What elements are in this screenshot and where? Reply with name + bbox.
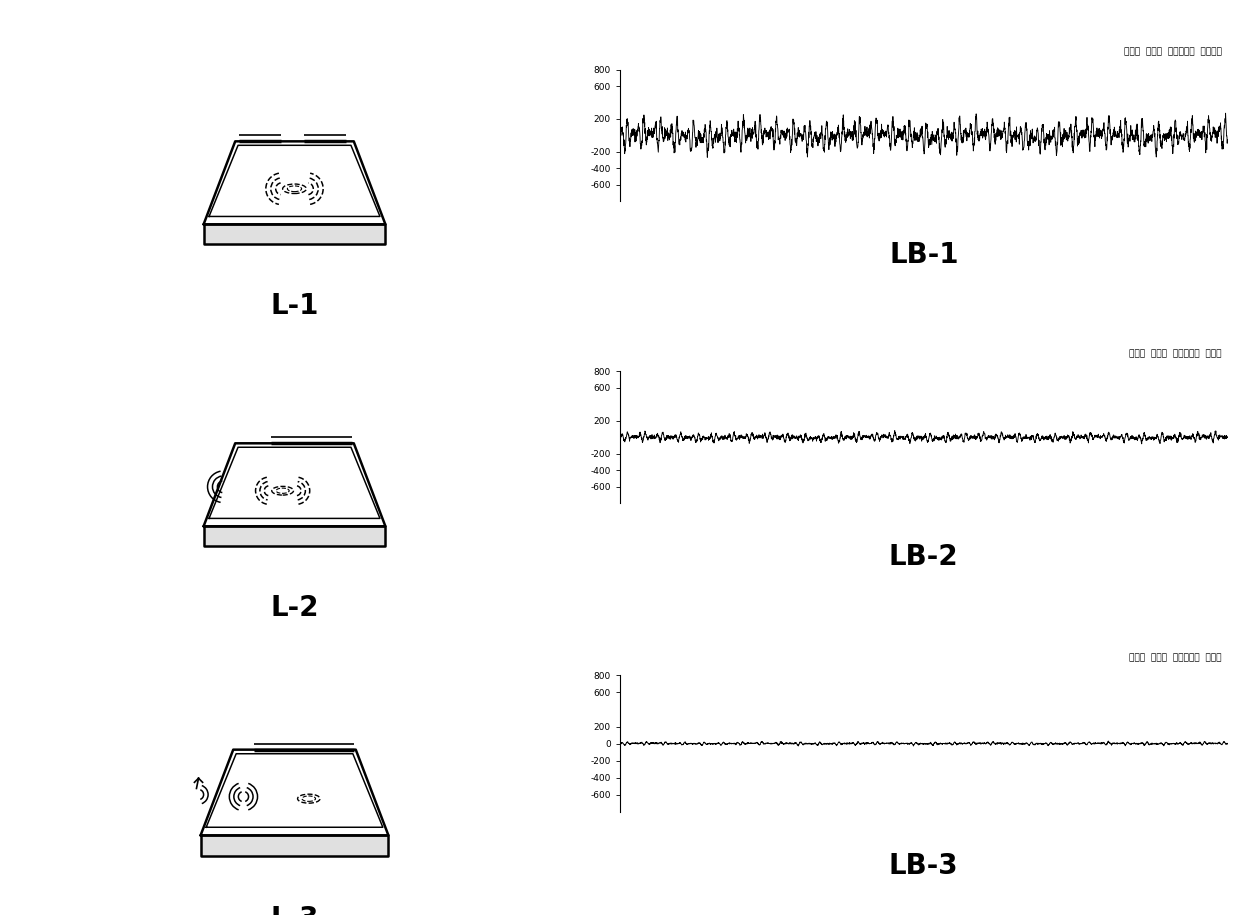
- Text: 心跳道  呼吸道  呼吸幅时比  心跳幅能: 心跳道 呼吸道 呼吸幅时比 心跳幅能: [1123, 48, 1221, 57]
- Polygon shape: [203, 526, 386, 546]
- Polygon shape: [203, 141, 386, 224]
- Text: LB-3: LB-3: [889, 853, 959, 880]
- Text: 心跳道  声场道  呼吸幅时比  心跳距: 心跳道 声场道 呼吸幅时比 心跳距: [1130, 350, 1221, 359]
- Text: L-2: L-2: [270, 594, 319, 621]
- Text: LB-1: LB-1: [889, 241, 959, 269]
- Polygon shape: [203, 443, 386, 526]
- Text: L-1: L-1: [270, 292, 319, 319]
- Polygon shape: [203, 224, 386, 244]
- Polygon shape: [201, 749, 388, 835]
- Polygon shape: [201, 835, 388, 856]
- Text: 心跳道  声场道  呼吸幅时比  心跳距: 心跳道 声场道 呼吸幅时比 心跳距: [1130, 652, 1221, 662]
- Text: LB-2: LB-2: [889, 543, 959, 571]
- Text: L-3: L-3: [270, 905, 319, 915]
